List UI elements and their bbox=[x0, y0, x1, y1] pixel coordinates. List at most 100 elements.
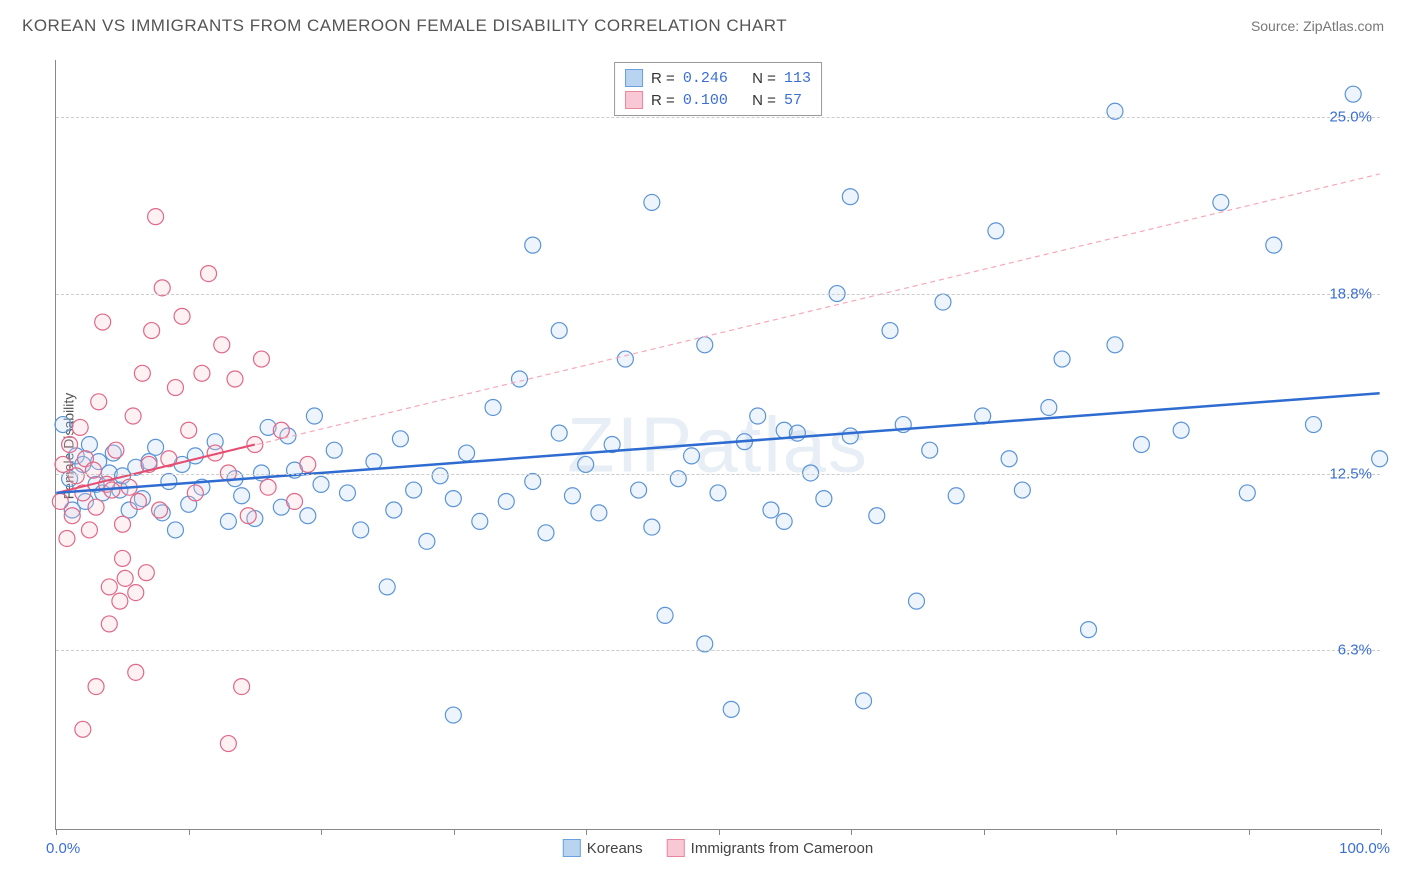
gridline bbox=[56, 294, 1380, 295]
data-point bbox=[538, 525, 554, 541]
data-point bbox=[419, 533, 435, 549]
x-tick bbox=[586, 829, 587, 835]
data-point bbox=[167, 522, 183, 538]
data-point bbox=[300, 456, 316, 472]
data-point bbox=[313, 476, 329, 492]
data-point bbox=[498, 493, 514, 509]
data-point bbox=[366, 454, 382, 470]
y-tick-label: 6.3% bbox=[1338, 642, 1372, 659]
data-point bbox=[234, 488, 250, 504]
n-label: N = bbox=[752, 92, 776, 109]
x-label-right: 100.0% bbox=[1339, 840, 1390, 857]
data-point bbox=[591, 505, 607, 521]
data-point bbox=[1107, 337, 1123, 353]
data-point bbox=[306, 408, 322, 424]
data-point bbox=[167, 380, 183, 396]
data-point bbox=[62, 437, 78, 453]
data-point bbox=[657, 607, 673, 623]
data-point bbox=[81, 437, 97, 453]
data-point bbox=[273, 422, 289, 438]
x-tick bbox=[321, 829, 322, 835]
data-point bbox=[214, 337, 230, 353]
stats-row: R = 0.246 N = 113 bbox=[625, 67, 811, 89]
data-point bbox=[472, 513, 488, 529]
data-point bbox=[988, 223, 1004, 239]
data-point bbox=[59, 530, 75, 546]
data-point bbox=[684, 448, 700, 464]
data-point bbox=[856, 693, 872, 709]
legend-item: Koreans bbox=[563, 839, 643, 857]
title-bar: KOREAN VS IMMIGRANTS FROM CAMEROON FEMAL… bbox=[22, 16, 1384, 36]
x-label-left: 0.0% bbox=[46, 840, 80, 857]
r-value: 0.246 bbox=[683, 70, 728, 87]
x-tick bbox=[56, 829, 57, 835]
data-point bbox=[1372, 451, 1388, 467]
data-point bbox=[1041, 399, 1057, 415]
data-point bbox=[882, 323, 898, 339]
data-point bbox=[130, 493, 146, 509]
data-point bbox=[525, 474, 541, 490]
data-point bbox=[101, 579, 117, 595]
data-point bbox=[485, 399, 501, 415]
data-point bbox=[1001, 451, 1017, 467]
data-point bbox=[459, 445, 475, 461]
r-label: R = bbox=[651, 92, 675, 109]
data-point bbox=[1014, 482, 1030, 498]
data-point bbox=[842, 189, 858, 205]
data-point bbox=[174, 308, 190, 324]
swatch-icon bbox=[667, 839, 685, 857]
n-value: 57 bbox=[784, 92, 802, 109]
data-point bbox=[287, 493, 303, 509]
swatch-icon bbox=[563, 839, 581, 857]
data-point bbox=[551, 323, 567, 339]
data-point bbox=[144, 323, 160, 339]
data-point bbox=[112, 593, 128, 609]
chart-container: KOREAN VS IMMIGRANTS FROM CAMEROON FEMAL… bbox=[0, 0, 1406, 892]
data-point bbox=[617, 351, 633, 367]
data-point bbox=[108, 442, 124, 458]
bottom-legend: Koreans Immigrants from Cameroon bbox=[563, 839, 873, 857]
data-point bbox=[88, 679, 104, 695]
data-point bbox=[750, 408, 766, 424]
x-tick bbox=[1249, 829, 1250, 835]
r-label: R = bbox=[651, 70, 675, 87]
data-point bbox=[187, 485, 203, 501]
r-value: 0.100 bbox=[683, 92, 728, 109]
data-point bbox=[842, 428, 858, 444]
data-point bbox=[152, 502, 168, 518]
data-point bbox=[353, 522, 369, 538]
x-tick bbox=[719, 829, 720, 835]
data-point bbox=[763, 502, 779, 518]
data-point bbox=[1266, 237, 1282, 253]
data-point bbox=[1173, 422, 1189, 438]
data-point bbox=[379, 579, 395, 595]
data-point bbox=[85, 462, 101, 478]
data-point bbox=[117, 570, 133, 586]
data-point bbox=[776, 513, 792, 529]
data-point bbox=[909, 593, 925, 609]
data-point bbox=[95, 314, 111, 330]
n-value: 113 bbox=[784, 70, 811, 87]
data-point bbox=[227, 371, 243, 387]
data-point bbox=[300, 508, 316, 524]
plot-area: ZIPatlas R = 0.246 N = 113 R = 0.100 N =… bbox=[55, 60, 1380, 830]
data-point bbox=[220, 736, 236, 752]
data-point bbox=[339, 485, 355, 501]
gridline bbox=[56, 474, 1380, 475]
data-point bbox=[406, 482, 422, 498]
y-tick-label: 18.8% bbox=[1329, 285, 1372, 302]
legend-item: Immigrants from Cameroon bbox=[667, 839, 874, 857]
data-point bbox=[240, 508, 256, 524]
data-point bbox=[445, 491, 461, 507]
legend-label: Koreans bbox=[587, 840, 643, 857]
x-tick bbox=[851, 829, 852, 835]
data-point bbox=[1305, 417, 1321, 433]
data-point bbox=[564, 488, 580, 504]
data-point bbox=[134, 365, 150, 381]
data-point bbox=[194, 365, 210, 381]
data-point bbox=[125, 408, 141, 424]
data-point bbox=[55, 456, 71, 472]
data-point bbox=[75, 721, 91, 737]
data-point bbox=[935, 294, 951, 310]
data-point bbox=[148, 209, 164, 225]
